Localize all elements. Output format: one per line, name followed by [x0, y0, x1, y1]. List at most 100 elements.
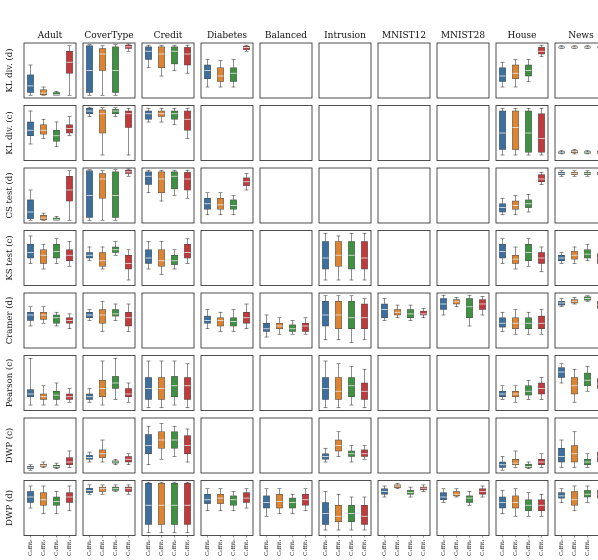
panel: [554, 167, 598, 224]
panel: [436, 42, 490, 99]
x-tick-label: C₀ffit₁: [41, 540, 47, 557]
box: [27, 74, 34, 93]
panel: [82, 105, 136, 161]
box: [125, 312, 132, 327]
panel-frame: [200, 167, 254, 224]
box: [335, 377, 342, 400]
box: [112, 376, 119, 389]
panel-frame: [436, 355, 490, 411]
x-tick-label: C₀ffit₁: [100, 540, 106, 557]
box: [171, 376, 178, 397]
panel: [377, 230, 431, 286]
box: [171, 255, 178, 265]
box: [361, 449, 368, 457]
box: [171, 46, 178, 65]
box: [86, 170, 93, 218]
panel: [259, 355, 313, 411]
box: [125, 486, 132, 492]
x-tick-label: C₁ffit₁: [539, 540, 545, 557]
row-label: KL div. (c): [4, 111, 15, 154]
box: [145, 171, 152, 185]
box: [184, 377, 191, 400]
box: [66, 492, 73, 503]
panel: [259, 292, 313, 349]
box: [361, 505, 368, 525]
box: [512, 64, 519, 79]
panel: [82, 230, 136, 286]
row-label: KS test (c): [4, 235, 15, 280]
panel: [377, 105, 431, 161]
panel: [200, 105, 254, 161]
panel-frame: [200, 480, 254, 536]
panel: [259, 105, 313, 161]
box: [112, 109, 119, 114]
x-tick-label: C₀ffit₀: [205, 539, 211, 556]
box: [466, 495, 473, 503]
box: [440, 492, 447, 501]
box: [335, 505, 342, 522]
panel: [377, 42, 431, 99]
panel: [436, 167, 490, 224]
panel: [200, 230, 254, 286]
box: [289, 497, 296, 509]
box: [53, 217, 60, 221]
x-tick-label: C₀ffit₀: [500, 539, 506, 556]
panel-frame: [259, 230, 313, 286]
panel: [495, 167, 549, 224]
x-tick-label: C₁ffit₀: [467, 539, 473, 556]
x-tick-label: C₁ffit₀: [172, 539, 178, 556]
panel: [495, 417, 549, 474]
x-tick-label: C₁ffit₁: [480, 540, 486, 557]
column-title: Intrusion: [324, 31, 366, 41]
panel: [554, 105, 598, 161]
row-label: Cramer (d): [4, 297, 15, 345]
panel: [200, 292, 254, 349]
panel-frame: [200, 105, 254, 161]
box: [27, 121, 34, 136]
panel: [377, 480, 431, 536]
panel: [259, 230, 313, 286]
x-tick-labels: C₀ffit₀ C₀ffit₁ C₁ffit₀ C₁ffit₁ C₀ffit₀ C₀ffi…: [28, 535, 591, 557]
panel: [82, 42, 136, 99]
box: [584, 490, 591, 498]
panel-frame: [436, 480, 490, 536]
column-title: Adult: [37, 31, 63, 41]
panel: [141, 480, 195, 536]
panel: [82, 167, 136, 224]
panel: [495, 292, 549, 349]
column-title: Balanced: [265, 31, 307, 41]
x-tick-label: C₀ffit₁: [159, 540, 165, 557]
box: [289, 324, 296, 332]
box: [263, 323, 270, 332]
panel: [141, 105, 195, 161]
box: [112, 309, 119, 317]
box: [361, 241, 368, 270]
box: [158, 249, 165, 267]
box: [348, 301, 355, 329]
panel-frame: [259, 355, 313, 411]
x-tick-label: C₀ffit₀: [28, 539, 34, 556]
box: [538, 113, 545, 153]
panel: [200, 480, 254, 536]
panel: [23, 42, 77, 99]
panels: [23, 42, 598, 536]
box: [525, 110, 532, 153]
panel-frame: [23, 480, 77, 536]
panel: [200, 42, 254, 99]
panel: [377, 292, 431, 349]
panel: [495, 105, 549, 161]
panel: [495, 355, 549, 411]
panel: [554, 42, 598, 99]
panel: [82, 355, 136, 411]
box: [125, 255, 132, 270]
column-title: Diabetes: [207, 31, 247, 41]
box: [125, 388, 132, 397]
x-tick-label: C₀ffit₀: [323, 539, 329, 556]
box: [243, 492, 250, 503]
column-title: Credit: [154, 31, 183, 41]
box: [145, 46, 152, 60]
box: [322, 241, 329, 270]
panel-frame: [259, 105, 313, 161]
x-tick-label: C₀ffit₁: [454, 540, 460, 557]
box: [112, 46, 119, 93]
